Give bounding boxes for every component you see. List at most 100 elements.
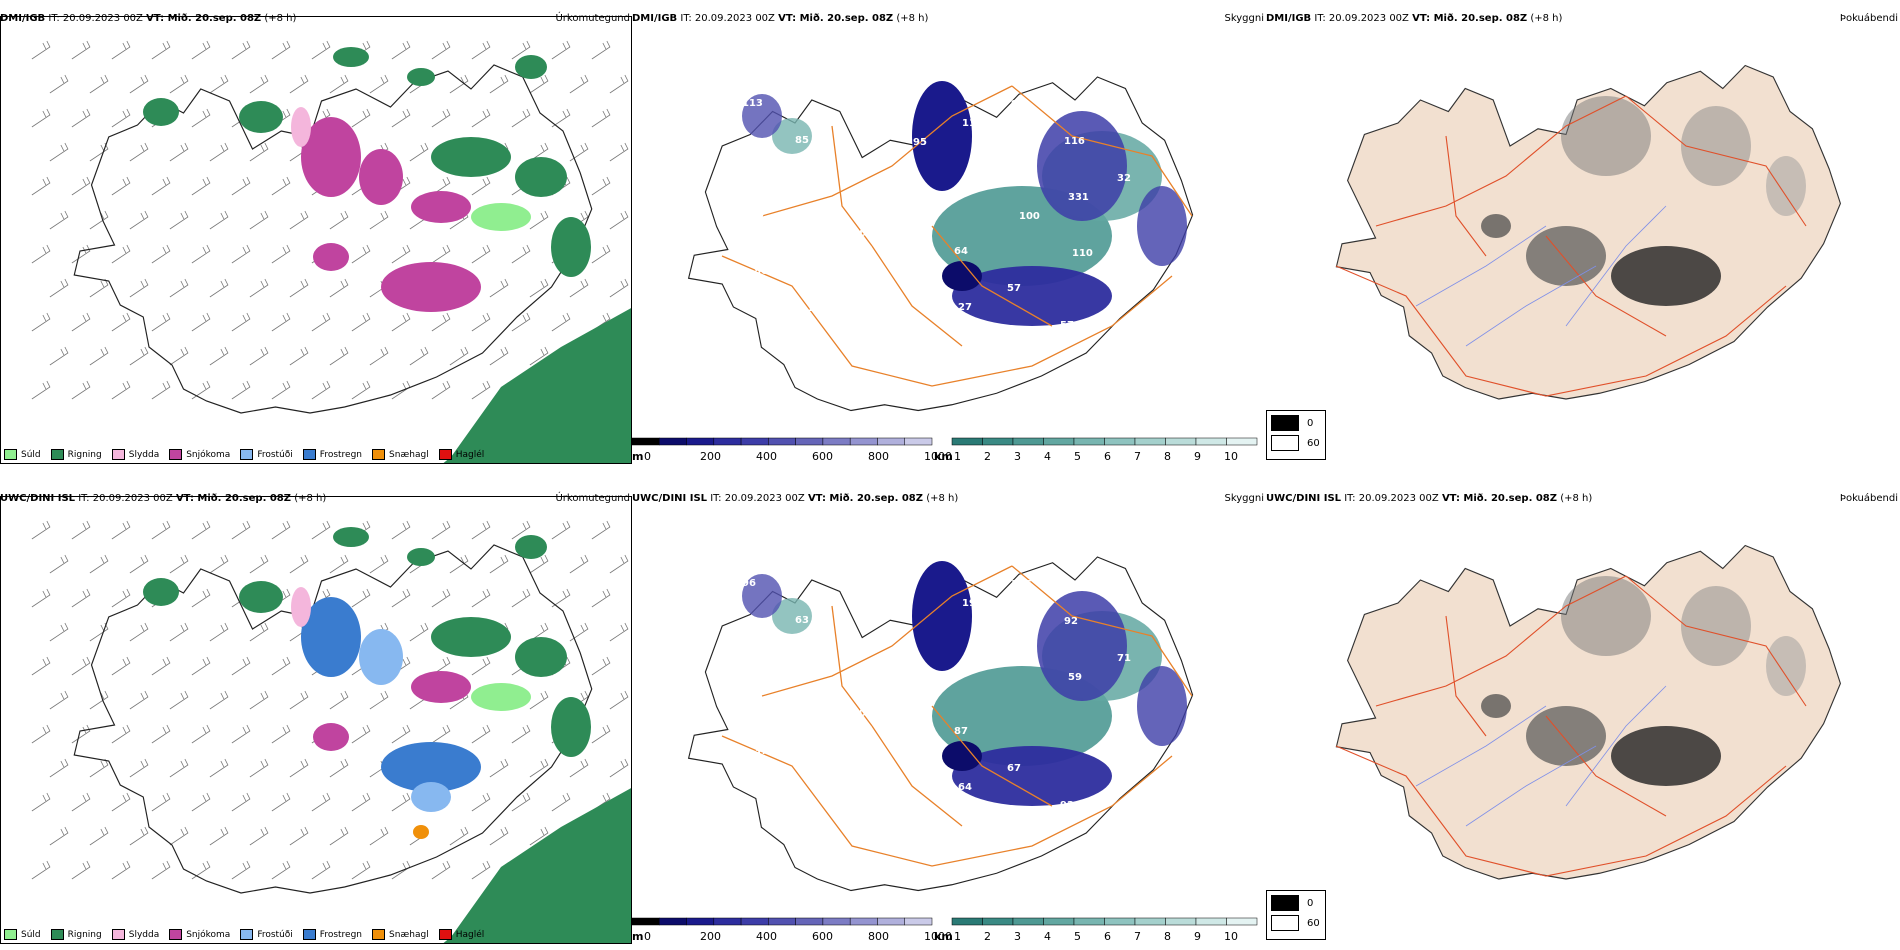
fog-legend-item: 60 xyxy=(1271,435,1321,451)
cloud-base-value: 110 xyxy=(1072,248,1093,259)
visibility-color xyxy=(951,437,983,446)
variable-label: Skyggni xyxy=(1224,493,1264,504)
cloud-base-value: 26 xyxy=(758,322,772,333)
legend-item: Rigning xyxy=(50,449,102,460)
legend-item: Frostregn xyxy=(302,929,362,940)
cloud-base-value: 81 xyxy=(803,727,817,738)
cloud-base-area xyxy=(912,81,972,191)
road-network xyxy=(721,565,1193,867)
cloud-base-value: 86 xyxy=(754,266,768,277)
precip-legend-top: Súld Rigning Slydda Snjókoma Frostúði Frostre… xyxy=(4,449,484,460)
cloud-base-value: 50 xyxy=(856,764,870,775)
visibility-color xyxy=(982,437,1014,446)
precip-panel-bottom: UWC/DINI ISL IT: 20.09.2023 00Z VT: Mið.… xyxy=(0,492,632,944)
visibility-tick: 1 xyxy=(954,930,961,943)
init-time: IT: 20.09.2023 00Z xyxy=(710,493,805,504)
valid-time: VT: Mið. 20.sep. 08Z xyxy=(146,13,262,24)
cloud-base-color xyxy=(822,437,851,446)
legend-label: Rigning xyxy=(67,929,102,940)
legend-label: Haglél xyxy=(455,449,485,460)
visibility-tick: 9 xyxy=(1194,450,1201,463)
visibility-tick: 5 xyxy=(1074,450,1081,463)
legend-item: Slydda xyxy=(111,449,159,460)
cloud-base-area xyxy=(942,261,982,291)
visibility-tick: 5 xyxy=(1074,930,1081,943)
visibility-tick: 7 xyxy=(1134,450,1141,463)
cloud-base-value: 50 xyxy=(852,708,866,719)
cloud-base-tick: 600 xyxy=(812,450,833,463)
legend-swatch xyxy=(111,449,125,460)
legend-item: Snæhagl xyxy=(372,929,429,940)
cloud-base-tick: 800 xyxy=(868,930,889,943)
fog-area xyxy=(1561,96,1651,176)
fog-swatch xyxy=(1271,435,1299,451)
cloud-base-tick: 1000 xyxy=(924,930,952,943)
cloud-base-value: 52 xyxy=(901,689,915,700)
cloud-base-value: 194 xyxy=(962,598,983,609)
cloud-base-value: 67 xyxy=(1007,763,1021,774)
cloud-base-color xyxy=(659,917,687,926)
cloud-base-value: 74 xyxy=(799,191,813,202)
cloud-base-color xyxy=(877,917,905,926)
legend-label: Rigning xyxy=(67,449,102,460)
visibility-color xyxy=(1012,917,1044,926)
visibility-color xyxy=(1226,437,1258,446)
fog-area xyxy=(1481,694,1511,718)
fog-panel-bottom: UWC/DINI ISL IT: 20.09.2023 00Z VT: Mið.… xyxy=(1266,492,1900,944)
visibility-color xyxy=(1226,917,1258,926)
cloud-base-color xyxy=(849,917,878,926)
legend-swatch xyxy=(50,929,64,940)
legend-item: Haglél xyxy=(438,449,485,460)
road-network xyxy=(1335,575,1807,877)
rain-area xyxy=(143,98,179,126)
fog-title-top: DMI/IGB IT: 20.09.2023 00Z VT: Mið. 20.s… xyxy=(1266,12,1900,26)
cloud-base-value: 107 xyxy=(811,119,832,130)
cloud-base-unit: m xyxy=(632,450,643,463)
cloud-base-color xyxy=(632,437,660,446)
valid-time: VT: Mið. 20.sep. 08Z xyxy=(1441,493,1558,504)
cloud-base-value: 331 xyxy=(1068,192,1089,203)
precip-title-bottom: UWC/DINI ISL IT: 20.09.2023 00Z VT: Mið.… xyxy=(0,492,632,506)
cloud-base-value: 59 xyxy=(1068,672,1082,683)
visibility-color xyxy=(1104,917,1136,926)
cloud-base-value: 95 xyxy=(1011,99,1025,110)
rain-area xyxy=(515,55,547,79)
visibility-color xyxy=(1073,437,1105,446)
visibility-tick: 8 xyxy=(1164,930,1171,943)
model-name: DMI/IGB xyxy=(1266,13,1312,24)
snow-area xyxy=(301,597,361,677)
visibility-color xyxy=(1134,437,1166,446)
visibility-tick: 6 xyxy=(1104,450,1111,463)
precip-map-top xyxy=(0,16,632,464)
cloud-base-area xyxy=(952,266,1112,326)
model-name: UWC/DINI ISL xyxy=(1266,493,1342,504)
legend-label: Frostúði xyxy=(257,449,293,460)
cloud-base-value: 46 xyxy=(852,228,866,239)
fog-label: 0 xyxy=(1307,897,1314,909)
cloud-base-tick: 0 xyxy=(644,930,651,943)
freezing-drizzle-area xyxy=(411,782,451,812)
visibility-tick: 6 xyxy=(1104,930,1111,943)
snow-area xyxy=(313,243,349,271)
model-name: UWC/DINI ISL xyxy=(632,493,708,504)
cloud-map-top: 113 85 26 46 64 57 57 82 72 74 46 69 27 95 116 32 99 80 11… xyxy=(687,76,1194,412)
road-network xyxy=(1335,95,1807,397)
legend-swatch xyxy=(372,449,386,460)
visibility-color xyxy=(951,917,983,926)
fog-label: 0 xyxy=(1307,417,1314,429)
init-time: IT: 20.09.2023 00Z xyxy=(1344,493,1439,504)
cloud-base-tick: 400 xyxy=(756,930,777,943)
rain-area xyxy=(333,527,369,547)
snow-area-south xyxy=(381,262,481,312)
cloud-base-value: 100 xyxy=(1019,211,1040,222)
cloud-base-value: 63 xyxy=(1121,229,1135,240)
wind-barbs xyxy=(31,520,629,880)
visibility-tick: 7 xyxy=(1134,930,1141,943)
cloud-base-value: 32 xyxy=(1117,173,1131,184)
fog-area xyxy=(1611,246,1721,306)
rain-area xyxy=(515,157,567,197)
cloud-base-area xyxy=(1137,186,1187,266)
cloud-base-area xyxy=(912,561,972,671)
legend-item: Frostúði xyxy=(240,449,293,460)
